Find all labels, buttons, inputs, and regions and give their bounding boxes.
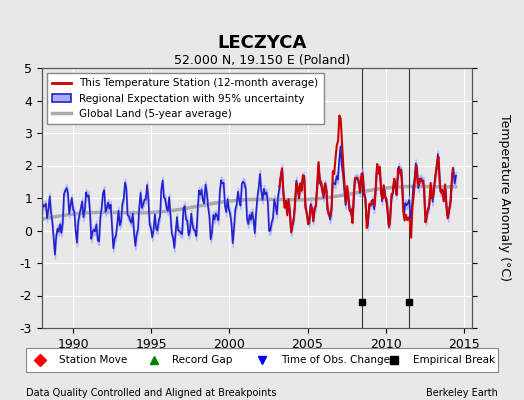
Legend: This Temperature Station (12-month average), Regional Expectation with 95% uncer: This Temperature Station (12-month avera…	[47, 73, 324, 124]
Text: Record Gap: Record Gap	[172, 355, 233, 365]
Text: Empirical Break: Empirical Break	[413, 355, 495, 365]
Text: Time of Obs. Change: Time of Obs. Change	[281, 355, 390, 365]
Text: Berkeley Earth: Berkeley Earth	[426, 388, 498, 398]
FancyBboxPatch shape	[26, 348, 498, 372]
Text: Station Move: Station Move	[59, 355, 127, 365]
Text: LECZYCA: LECZYCA	[217, 34, 307, 52]
Text: Data Quality Controlled and Aligned at Breakpoints: Data Quality Controlled and Aligned at B…	[26, 388, 277, 398]
Y-axis label: Temperature Anomaly (°C): Temperature Anomaly (°C)	[498, 114, 511, 282]
Text: 52.000 N, 19.150 E (Poland): 52.000 N, 19.150 E (Poland)	[174, 54, 350, 67]
